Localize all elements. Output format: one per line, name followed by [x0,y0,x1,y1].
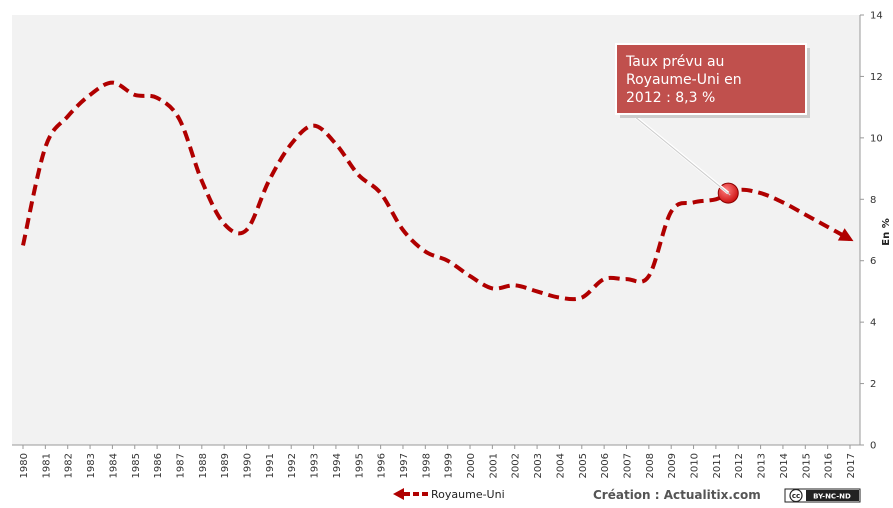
callout-leader-edge [633,115,731,196]
x-tick-label: 1984 [108,453,119,478]
y-axis-label: En % [881,218,892,245]
x-tick-label: 2011 [712,453,723,478]
x-tick-label: 1988 [198,453,209,478]
x-tick-label: 1982 [64,453,75,478]
x-tick-label: 1992 [287,453,298,478]
x-tick-label: 2014 [779,453,790,478]
x-tick-label: 2012 [734,453,745,478]
y-axis-ticks: 0 2 4 6 8 10 12 14 [860,11,883,452]
credit-text[interactable]: Création : Actualitix.com [593,488,761,502]
callout-line-2: Royaume-Uni en [626,72,742,88]
x-tick-label: 2015 [801,453,812,478]
y-tick-label: 6 [870,256,876,267]
x-tick-label: 1987 [175,453,186,478]
x-tick-label: 2005 [578,453,589,478]
x-tick-label: 2004 [555,453,566,478]
x-tick-label: 1999 [444,453,455,478]
x-tick-label: 1996 [377,453,388,478]
x-tick-label: 2013 [757,453,768,478]
y-tick-label: 10 [870,133,883,144]
x-tick-label: 1997 [399,453,410,478]
x-tick-label: 1995 [354,453,365,478]
y-tick-label: 14 [870,11,883,22]
x-tick-label: 1993 [310,453,321,478]
x-tick-label: 2002 [511,453,522,478]
x-tick-label: 2006 [600,453,611,478]
legend-series-label: Royaume-Uni [431,488,505,501]
x-tick-label: 2000 [466,453,477,478]
callout-line-1: Taux prévu au [625,54,724,70]
legend[interactable]: Royaume-Uni [393,488,505,501]
x-axis-ticks: 1980 1981 1982 1983 1984 1985 1986 1987 1988 1989… [19,445,857,478]
cc-icon [789,488,803,503]
series-line-Royaume-Uni[interactable] [21,80,851,302]
legend-arrow-icon [393,488,404,500]
x-tick-label: 1983 [86,453,97,478]
license-badge-dark [806,490,859,501]
x-tick-label: 2007 [622,453,633,478]
y-tick-label: 4 [870,318,876,329]
x-tick-label: 2003 [533,453,544,478]
x-tick-label: 1989 [220,453,231,478]
y-tick-label: 8 [870,195,876,206]
x-tick-label: 2016 [824,453,835,478]
y-tick-label: 2 [870,379,876,390]
x-tick-label: 1998 [421,453,432,478]
license-badge[interactable]: cc BY-NC-ND [784,488,861,503]
series-end-arrow-icon [837,228,854,242]
annotation-callout: Taux prévu au Royaume-Uni en 2012 : 8,3 … [615,43,810,196]
x-tick-label: 1985 [131,453,142,478]
callout-box [615,43,807,115]
y-tick-label: 12 [870,72,883,83]
x-tick-label: 1994 [332,453,343,478]
x-tick-label: 2009 [667,453,678,478]
cc-icon-text: cc [792,492,800,500]
x-tick-label: 2001 [488,453,499,478]
x-tick-label: 1990 [243,453,254,478]
x-tick-label: 1981 [41,453,52,478]
x-tick-label: 2010 [690,453,701,478]
license-badge-text: BY-NC-ND [813,493,851,501]
x-tick-label: 2008 [645,453,656,478]
x-tick-label: 2017 [846,453,857,478]
x-tick-label: 1986 [153,453,164,478]
y-tick-label: 0 [870,441,876,452]
callout-line-3: 2012 : 8,3 % [626,90,715,106]
x-tick-label: 1991 [265,453,276,478]
x-tick-label: 1980 [19,453,30,478]
